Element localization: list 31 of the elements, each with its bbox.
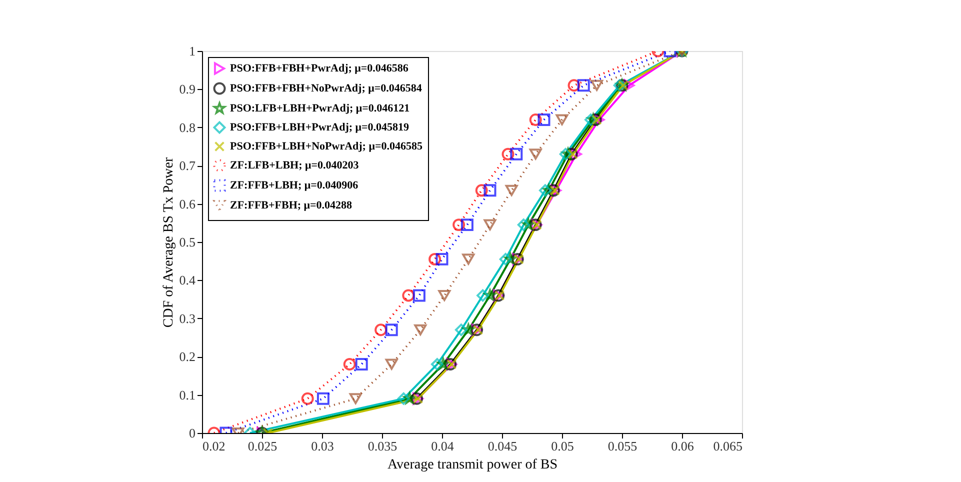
x-tick-label: 0.065 [713,438,742,454]
legend-label: ZF:LFB+LBH; μ=0.040203 [230,160,360,172]
x-tick-label: 0.02 [202,438,226,454]
y-tick-label: 0.6 [179,196,196,212]
legend-label: PSO:FFB+FBH+NoPwrAdj; μ=0.046584 [230,82,422,94]
x-tick-label: 0.05 [551,438,574,454]
x-tick-label: 0.03 [311,438,334,454]
legend-label: ZF:FFB+FBH; μ=0.04288 [230,200,353,212]
x-tick-label: 0.055 [608,438,638,454]
y-tick-label: 0.8 [179,120,196,135]
y-tick-label: 0.7 [179,158,196,174]
legend-label: PSO:LFB+LBH+PwrAdj; μ=0.046121 [230,102,410,114]
legend-label: ZF:FFB+LBH; μ=0.040906 [230,180,359,192]
y-axis-title: CDF of Average BS Tx Power [161,157,176,328]
y-tick-label: 0.3 [179,310,196,326]
legend-label: PSO:FFB+FBH+PwrAdj; μ=0.046586 [230,62,409,74]
x-tick-label: 0.04 [431,438,454,454]
y-tick-label: 0.9 [179,82,196,97]
legend-label: PSO:FFB+LBH+PwrAdj; μ=0.045819 [230,122,410,134]
legend-label: PSO:FFB+LBH+NoPwrAdj; μ=0.046585 [230,140,423,152]
y-tick-label: 0.5 [179,234,196,250]
x-tick-label: 0.025 [248,438,278,454]
y-tick-label: 0.1 [179,387,196,402]
y-tick-label: 0.4 [179,272,196,288]
x-tick-label: 0.045 [488,438,518,454]
y-tick-label: 0 [189,426,196,440]
x-axis-title: Average transmit power of BS [387,458,558,472]
x-tick-label: 0.06 [671,438,694,454]
x-tick-label: 0.035 [368,438,398,454]
y-tick-label: 1 [189,44,196,58]
y-tick-label: 0.2 [179,349,196,364]
